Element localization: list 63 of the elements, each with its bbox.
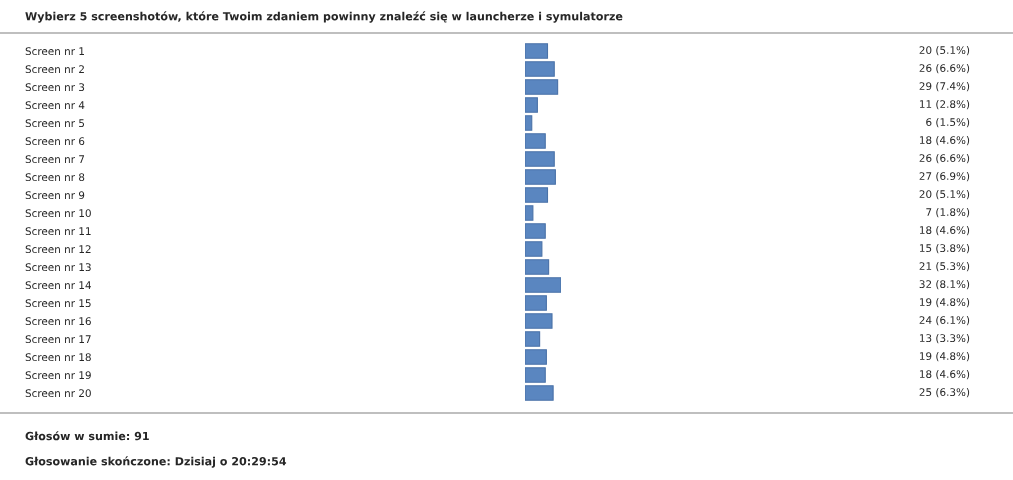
y-tick-label: Screen nr 14 (25, 281, 91, 290)
y-tick-label: Screen nr 12 (25, 245, 91, 254)
bar (525, 349, 547, 365)
data-label: 26 (6.6%) (919, 153, 970, 164)
bar (525, 259, 550, 275)
y-tick-label: Screen nr 8 (25, 173, 85, 182)
bar (525, 133, 546, 149)
data-label: 18 (4.6%) (919, 369, 970, 380)
y-tick-label: Screen nr 2 (25, 65, 84, 74)
bar (525, 187, 549, 203)
bar (525, 115, 533, 131)
bar (525, 367, 546, 383)
bar (525, 43, 549, 59)
data-label: 27 (6.9%) (919, 171, 970, 182)
data-label: 18 (4.6%) (919, 135, 970, 146)
text: Głosowanie skończone: Dzisiaj o 20:29:54 (25, 456, 287, 468)
data-label: 21 (5.3%) (919, 261, 970, 272)
y-tick-label: Screen nr 20 (25, 389, 91, 398)
data-label: 15 (3.8%) (919, 243, 970, 254)
y-tick-label: Screen nr 5 (25, 119, 85, 128)
text: Wybierz 5 screenshotów, które Twoim zdaniem powinny znaleźć się w launcherze i symulatorze (25, 11, 623, 23)
y-tick-label: Screen nr 6 (25, 137, 85, 146)
y-tick-label: Screen nr 19 (25, 371, 91, 380)
data-label: 13 (3.3%) (919, 333, 970, 344)
y-tick-label: Screen nr 10 (25, 209, 91, 218)
bar (525, 313, 553, 329)
y-tick-label: Screen nr 4 (25, 101, 85, 110)
bar (525, 61, 555, 77)
y-tick-label: Screen nr 7 (25, 155, 85, 164)
data-label: 20 (5.1%) (919, 45, 970, 56)
data-label: 19 (4.8%) (919, 351, 970, 362)
bar (525, 169, 556, 185)
y-tick-label: Screen nr 17 (25, 335, 91, 344)
data-label: 18 (4.6%) (919, 225, 970, 236)
y-tick-label: Screen nr 16 (25, 317, 91, 326)
y-tick-label: Screen nr 18 (25, 353, 91, 362)
y-tick-label: Screen nr 1 (25, 47, 84, 56)
text: Głosów w sumie: 91 (25, 431, 149, 441)
y-tick-label: Screen nr 9 (25, 191, 85, 200)
data-label: 11 (2.8%) (919, 99, 970, 110)
data-label: 32 (8.1%) (919, 279, 970, 290)
bar (525, 223, 546, 239)
data-label: 26 (6.6%) (919, 63, 970, 74)
data-label: 7 (1.8%) (926, 207, 970, 218)
bar (525, 151, 555, 167)
bar (525, 331, 541, 347)
y-tick-label: Screen nr 13 (25, 263, 91, 272)
y-tick-label: Screen nr 15 (25, 299, 91, 308)
data-label: 6 (1.5%) (926, 117, 970, 128)
bar (525, 79, 559, 95)
bar (525, 277, 561, 293)
bar (525, 97, 538, 113)
bar (525, 385, 554, 401)
y-tick-label: Screen nr 3 (25, 83, 85, 92)
y-tick-label: Screen nr 11 (25, 227, 91, 236)
data-label: 19 (4.8%) (919, 297, 970, 308)
bar (525, 241, 543, 257)
data-label: 29 (7.4%) (919, 81, 970, 92)
bar (525, 295, 547, 311)
data-label: 25 (6.3%) (919, 387, 970, 398)
bar (525, 205, 534, 221)
data-label: 24 (6.1%) (919, 315, 970, 326)
data-label: 20 (5.1%) (919, 189, 970, 200)
